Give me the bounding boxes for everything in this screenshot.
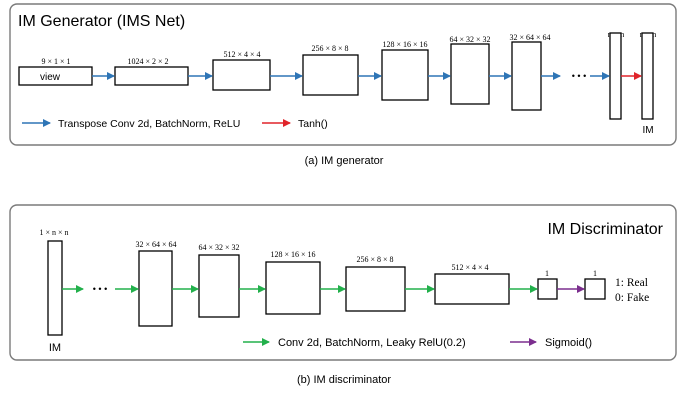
disc-input-box <box>47 240 63 336</box>
generator-caption: (a) IM generator <box>305 155 384 167</box>
discriminator-caption: (b) IM discriminator <box>297 374 391 386</box>
disc-box-5 <box>345 266 406 312</box>
discriminator-panel: IM Discriminator 1 × n × n 32 × 64 × 64 … <box>9 204 677 361</box>
gen-shape-label-1: 9 × 1 × 1 <box>41 57 70 66</box>
gen-legend-red-label: Tanh() <box>298 118 328 130</box>
generator-title: IM Generator (IMS Net) <box>18 13 185 30</box>
disc-shape-label-2: 32 × 64 × 64 <box>135 240 176 249</box>
gen-legend-blue-label: Transpose Conv 2d, BatchNorm, ReLU <box>58 118 240 130</box>
disc-shape-label-1: 1 × n × n <box>39 228 68 237</box>
disc-box-3 <box>198 254 240 318</box>
gen-shape-label-3: 512 × 4 × 4 <box>223 50 260 59</box>
disc-legend-green-label: Conv 2d, BatchNorm, Leaky RelU(0.2) <box>278 337 466 349</box>
gen-box-3 <box>212 59 271 91</box>
disc-output-real: 1: Real <box>615 277 648 289</box>
generator-panel: IM Generator (IMS Net) 9 × 1 × 1 1024 × … <box>9 3 677 146</box>
gen-box-5 <box>381 49 429 101</box>
gen-view-label: view <box>40 72 61 83</box>
disc-box-2 <box>138 250 173 327</box>
disc-legend-purple-label: Sigmoid() <box>545 337 592 349</box>
disc-shape-label-7: 1 <box>545 269 549 278</box>
disc-box-6 <box>434 273 510 305</box>
discriminator-title: IM Discriminator <box>547 221 663 238</box>
gen-box-nxn-1 <box>609 32 622 120</box>
discriminator-panel-border <box>9 204 677 361</box>
gen-box-4 <box>302 54 359 96</box>
disc-shape-label-8: 1 <box>593 269 597 278</box>
gen-box-7 <box>511 41 542 111</box>
gen-shape-label-5: 128 × 16 × 16 <box>382 40 427 49</box>
gen-box-2 <box>114 66 189 86</box>
disc-shape-label-4: 128 × 16 × 16 <box>270 250 315 259</box>
gen-shape-label-2: 1024 × 2 × 2 <box>127 57 168 66</box>
gen-shape-label-7: 32 × 64 × 64 <box>509 33 550 42</box>
gen-shape-label-6: 64 × 32 × 32 <box>449 35 490 44</box>
disc-output-fake: 0: Fake <box>615 292 649 304</box>
gen-shape-label-4: 256 × 8 × 8 <box>311 44 348 53</box>
disc-box-4 <box>265 261 321 315</box>
disc-box-7 <box>537 278 558 300</box>
disc-input-label: IM <box>49 342 61 354</box>
gen-box-nxn-2 <box>641 32 654 120</box>
gen-ellipsis: • • • <box>572 71 586 81</box>
disc-shape-label-5: 256 × 8 × 8 <box>356 255 393 264</box>
disc-ellipsis: • • • <box>93 284 107 294</box>
gen-box-6 <box>450 43 490 105</box>
gen-output-label: IM <box>642 125 653 136</box>
disc-shape-label-3: 64 × 32 × 32 <box>198 243 239 252</box>
disc-shape-label-6: 512 × 4 × 4 <box>451 263 488 272</box>
disc-box-8 <box>584 278 606 300</box>
